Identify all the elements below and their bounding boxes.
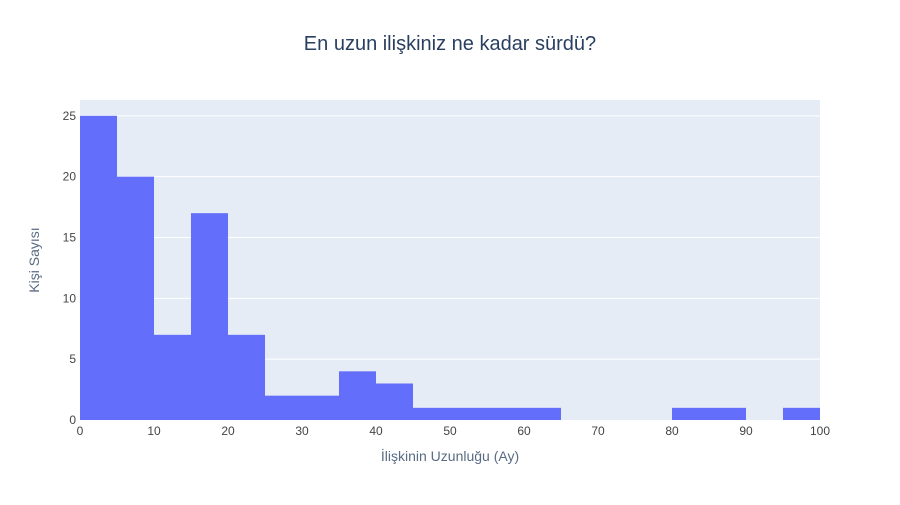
x-tick-label: 20	[221, 424, 235, 438]
histogram-bar[interactable]	[709, 407, 746, 420]
histogram-bar[interactable]	[339, 371, 376, 420]
y-tick-label: 15	[63, 230, 77, 244]
histogram-bar[interactable]	[191, 213, 228, 420]
histogram-bar[interactable]	[487, 407, 524, 420]
y-tick-label: 20	[63, 170, 77, 184]
histogram-bar[interactable]	[672, 407, 709, 420]
x-axis-ticks: 0 10 20 30 40 50 60 70 80 90 100	[77, 424, 831, 438]
x-tick-label: 70	[591, 424, 605, 438]
histogram-bar[interactable]	[117, 176, 154, 420]
histogram-bar[interactable]	[154, 334, 191, 420]
x-tick-label: 90	[739, 424, 753, 438]
histogram-bar[interactable]	[413, 407, 450, 420]
histogram-bar[interactable]	[302, 395, 339, 420]
y-axis-ticks: 0 5 10 15 20 25	[63, 109, 77, 427]
y-tick-label: 10	[63, 291, 77, 305]
y-axis-label: Kişi Sayısı	[26, 227, 42, 292]
y-tick-label: 0	[69, 413, 76, 427]
chart-title: En uzun ilişkiniz ne kadar sürdü?	[304, 33, 596, 55]
x-tick-label: 10	[147, 424, 161, 438]
x-tick-label: 0	[77, 424, 84, 438]
x-tick-label: 50	[443, 424, 457, 438]
histogram-bar[interactable]	[376, 383, 413, 420]
y-tick-label: 25	[63, 109, 77, 123]
bars	[80, 115, 820, 420]
histogram-bar[interactable]	[228, 334, 265, 420]
histogram-bar[interactable]	[265, 395, 302, 420]
x-tick-label: 80	[665, 424, 679, 438]
y-tick-label: 5	[69, 352, 76, 366]
x-tick-label: 60	[517, 424, 531, 438]
histogram-bar[interactable]	[450, 407, 487, 420]
x-axis-label: İlişkinin Uzunluğu (Ay)	[381, 447, 519, 464]
histogram-bar[interactable]	[783, 407, 820, 420]
histogram-bar[interactable]	[524, 407, 561, 420]
x-tick-label: 40	[369, 424, 383, 438]
x-tick-label: 100	[810, 424, 830, 438]
x-tick-label: 30	[295, 424, 309, 438]
histogram-bar[interactable]	[80, 115, 117, 420]
